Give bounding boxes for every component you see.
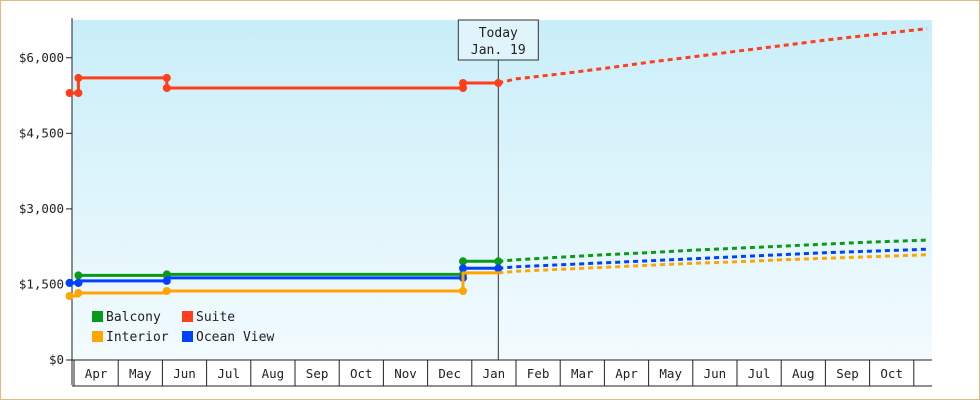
series-ocean-view-point (65, 278, 74, 287)
y-tick-label: $0 (49, 352, 64, 367)
x-tick-label: May (129, 366, 152, 381)
series-interior-point (74, 289, 83, 297)
plot-background (72, 20, 932, 360)
legend: Balcony Suite Interior Ocean View (92, 310, 274, 345)
y-tick-label: $1,500 (19, 276, 64, 291)
legend-item-ocean-view: Ocean View (182, 330, 274, 345)
series-suite-point (74, 89, 83, 97)
series-ocean-view-point (459, 264, 467, 273)
x-tick-label: Sep (306, 366, 329, 381)
x-tick-label: Jun (704, 366, 727, 381)
series-interior-point (459, 287, 467, 295)
x-tick-label: Feb (527, 366, 550, 381)
legend-item-interior: Interior (92, 330, 169, 345)
x-tick-label: Nov (394, 366, 417, 381)
today-date: Jan. 19 (471, 43, 526, 58)
series-interior-point (162, 287, 171, 295)
x-tick-label: Oct (880, 366, 903, 381)
legend-label: Interior (106, 330, 169, 345)
series-ocean-view-point (74, 278, 83, 287)
x-tick-label: Aug (262, 366, 285, 381)
series-interior-point (65, 292, 74, 300)
x-tick-label: Dec (438, 366, 461, 381)
x-tick-label: Jan (483, 366, 506, 381)
series-balcony-point (459, 257, 467, 266)
today-label-box (457, 19, 539, 61)
y-tick-label: $4,500 (19, 125, 64, 140)
series-suite-point (494, 79, 503, 87)
series-suite-point (74, 73, 83, 82)
legend-swatch (92, 331, 103, 342)
legend-label: Suite (196, 310, 235, 325)
legend-label: Balcony (106, 310, 161, 325)
series-ocean-view-forecast-line (498, 247, 928, 270)
x-tick-label: May (659, 366, 682, 381)
legend-swatch (92, 311, 103, 322)
series-balcony-point (74, 271, 83, 280)
series-suite-point (65, 89, 74, 97)
series-balcony-forecast-line (498, 238, 928, 263)
today-marker: Today Jan. 19 (457, 19, 539, 360)
legend-item-balcony: Balcony (92, 310, 161, 325)
x-tick-label: Apr (85, 366, 108, 381)
x-tick-label: Aug (792, 366, 815, 381)
x-axis: Apr May Jun Jul Aug Sep Oct Nov Dec Jan Feb Mar Apr M… (72, 359, 932, 387)
legend-item-suite: Suite (182, 310, 235, 325)
x-tick-label: Mar (571, 366, 594, 381)
y-tick-label: $3,000 (19, 201, 64, 216)
series-balcony-point (494, 257, 503, 266)
x-tick-label: Jul (217, 366, 240, 381)
y-axis: $0 $1,500 $3,000 $4,500 $6,000 (19, 18, 73, 385)
series-suite-point (459, 79, 467, 87)
x-tick-label: Apr (615, 366, 638, 381)
series-ocean-view-point (494, 264, 503, 273)
today-label: Today (479, 26, 518, 41)
series-suite-point (162, 73, 171, 82)
x-tick-label: Jun (173, 366, 196, 381)
y-tick-label: $6,000 (19, 50, 64, 65)
legend-swatch (182, 311, 193, 322)
legend-swatch (182, 331, 193, 342)
series-suite (65, 27, 928, 97)
x-tick-label: Jul (748, 366, 771, 381)
series-ocean-view-point (162, 276, 171, 285)
legend-label: Ocean View (196, 330, 274, 345)
series-layer (65, 27, 928, 300)
series-interior (65, 253, 928, 300)
series-suite-forecast-line (497, 27, 928, 85)
x-tick-label: Sep (836, 366, 859, 381)
x-tick-label: Oct (350, 366, 373, 381)
series-interior-forecast-line (498, 253, 928, 275)
series-suite-point (162, 84, 171, 92)
series-ocean-view (65, 247, 928, 287)
